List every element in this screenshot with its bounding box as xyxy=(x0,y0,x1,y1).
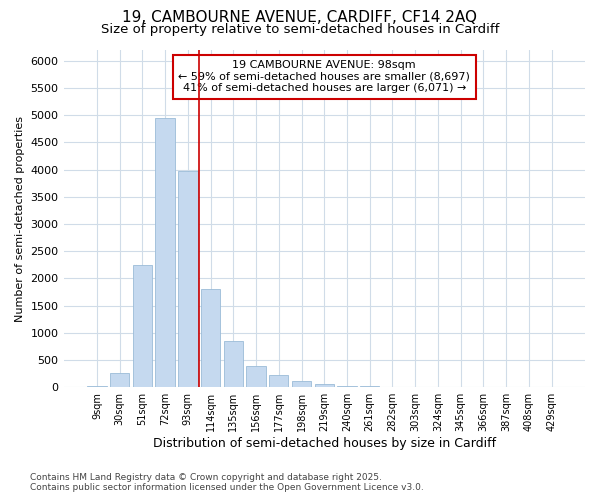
Bar xyxy=(133,265,152,387)
Bar xyxy=(360,386,379,387)
Bar xyxy=(269,375,289,387)
Text: Size of property relative to semi-detached houses in Cardiff: Size of property relative to semi-detach… xyxy=(101,22,499,36)
Text: Contains HM Land Registry data © Crown copyright and database right 2025.
Contai: Contains HM Land Registry data © Crown c… xyxy=(30,473,424,492)
Bar xyxy=(201,290,220,387)
Bar xyxy=(224,341,243,387)
Bar xyxy=(314,384,334,387)
X-axis label: Distribution of semi-detached houses by size in Cardiff: Distribution of semi-detached houses by … xyxy=(153,437,496,450)
Bar xyxy=(337,386,356,387)
Bar xyxy=(155,118,175,387)
Bar xyxy=(178,170,197,387)
Bar xyxy=(247,366,266,387)
Bar xyxy=(110,372,130,387)
Text: 19 CAMBOURNE AVENUE: 98sqm
← 59% of semi-detached houses are smaller (8,697)
41%: 19 CAMBOURNE AVENUE: 98sqm ← 59% of semi… xyxy=(178,60,470,94)
Bar xyxy=(292,381,311,387)
Y-axis label: Number of semi-detached properties: Number of semi-detached properties xyxy=(15,116,25,322)
Text: 19, CAMBOURNE AVENUE, CARDIFF, CF14 2AQ: 19, CAMBOURNE AVENUE, CARDIFF, CF14 2AQ xyxy=(122,10,478,25)
Bar xyxy=(87,386,107,387)
